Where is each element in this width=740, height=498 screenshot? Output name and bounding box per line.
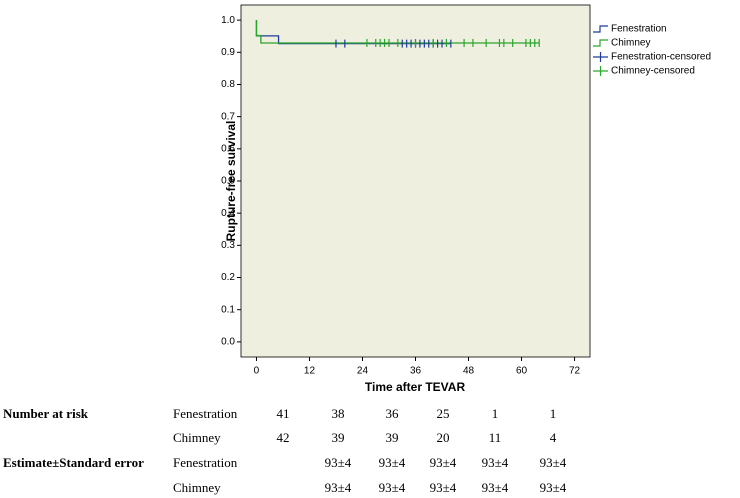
table-cell: 39 [386, 430, 399, 445]
row-header: Number at risk [3, 406, 89, 421]
legend-icon [593, 52, 608, 62]
legend-icon [593, 39, 608, 47]
table-cell: 93±4 [325, 455, 352, 470]
plot-area [240, 4, 591, 358]
y-tick-label: 0.5 [221, 176, 235, 187]
table-cell: 1 [550, 406, 557, 421]
row-group: Chimney [173, 480, 221, 495]
y-tick-label: 0.7 [221, 111, 235, 122]
y-tick-label: 0.4 [221, 208, 235, 219]
table-cell: 93±4 [482, 455, 509, 470]
x-tick-label: 0 [254, 366, 260, 377]
x-tick-label: 24 [357, 366, 369, 377]
x-tick-label: 60 [516, 366, 528, 377]
legend-icon [593, 66, 608, 76]
y-tick-label: 1.0 [221, 15, 235, 26]
table-cell: 93±4 [430, 480, 457, 495]
row-header: Estimate±Standard error [3, 455, 144, 470]
table-cell: 38 [332, 406, 345, 421]
x-tick-label: 36 [410, 366, 422, 377]
y-tick-label: 0.6 [221, 143, 235, 154]
table-cell: 39 [332, 430, 345, 445]
x-tick-label: 12 [304, 366, 316, 377]
table-cell: 42 [277, 430, 290, 445]
table-cell: 93±4 [379, 480, 406, 495]
table-cell: 36 [386, 406, 400, 421]
row-group: Fenestration [173, 406, 238, 421]
table-cell: 1 [492, 406, 499, 421]
table-cell: 93±4 [325, 480, 352, 495]
y-tick-label: 0.2 [221, 272, 235, 283]
table-cell: 93±4 [430, 455, 457, 470]
y-tick-label: 0.8 [221, 79, 235, 90]
table-cell: 93±4 [540, 480, 567, 495]
legend-label: Chimney [611, 38, 650, 49]
x-axis-label: Time after TEVAR [365, 380, 466, 394]
table-cell: 4 [550, 430, 557, 445]
row-group: Fenestration [173, 455, 238, 470]
y-tick-label: 0.9 [221, 47, 235, 58]
table-cell: 93±4 [379, 455, 406, 470]
table-cell: 41 [277, 406, 290, 421]
table-cell: 11 [489, 430, 502, 445]
legend-label: Chimney-censored [611, 66, 695, 77]
y-tick-label: 0.3 [221, 240, 235, 251]
y-axis-label: Rupture-free survival [224, 121, 238, 242]
table-cell: 93±4 [540, 455, 567, 470]
x-tick-label: 72 [569, 366, 581, 377]
y-tick-label: 0.0 [221, 337, 235, 348]
table-cell: 93±4 [482, 480, 509, 495]
y-tick-label: 0.1 [221, 304, 235, 315]
row-group: Chimney [173, 430, 221, 445]
legend-icon [593, 25, 608, 33]
x-tick-label: 48 [463, 366, 475, 377]
legend-label: Fenestration [611, 24, 667, 35]
legend-label: Fenestration-censored [611, 52, 711, 63]
table-cell: 20 [437, 430, 450, 445]
survival-line [255, 20, 540, 44]
table-cell: 25 [437, 406, 450, 421]
